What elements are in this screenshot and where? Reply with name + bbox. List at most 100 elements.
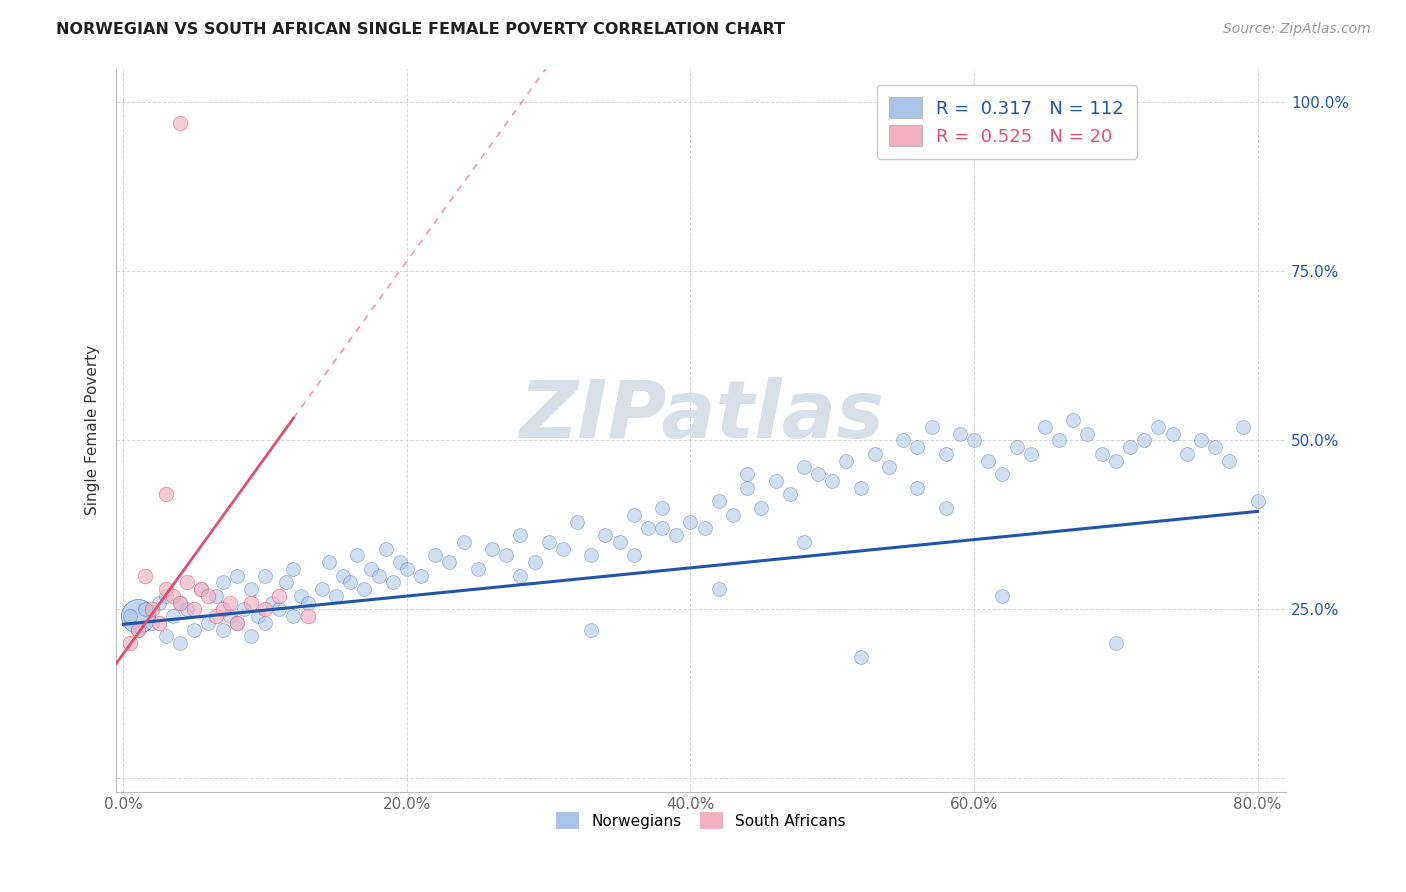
Point bbox=[155, 630, 177, 644]
Point bbox=[332, 568, 354, 582]
Point bbox=[1133, 434, 1156, 448]
Point bbox=[211, 623, 233, 637]
Point bbox=[693, 521, 716, 535]
Point bbox=[183, 602, 205, 616]
Point bbox=[346, 549, 368, 563]
Point bbox=[1204, 440, 1226, 454]
Text: Source: ZipAtlas.com: Source: ZipAtlas.com bbox=[1223, 22, 1371, 37]
Y-axis label: Single Female Poverty: Single Female Poverty bbox=[86, 345, 100, 516]
Point bbox=[1175, 447, 1198, 461]
Point bbox=[565, 515, 588, 529]
Point bbox=[339, 575, 361, 590]
Point bbox=[1189, 434, 1212, 448]
Point bbox=[367, 568, 389, 582]
Point bbox=[276, 575, 298, 590]
Point bbox=[162, 589, 184, 603]
Point bbox=[1019, 447, 1042, 461]
Point bbox=[239, 596, 262, 610]
Point bbox=[148, 596, 170, 610]
Point bbox=[141, 602, 163, 616]
Point bbox=[595, 528, 617, 542]
Point bbox=[148, 615, 170, 630]
Point bbox=[176, 575, 198, 590]
Point bbox=[360, 562, 382, 576]
Point bbox=[707, 582, 730, 596]
Point bbox=[204, 609, 226, 624]
Point bbox=[232, 602, 254, 616]
Point bbox=[581, 623, 603, 637]
Point bbox=[551, 541, 574, 556]
Point bbox=[1218, 453, 1240, 467]
Point bbox=[190, 582, 212, 596]
Point bbox=[977, 453, 1000, 467]
Point bbox=[127, 623, 149, 637]
Point bbox=[991, 589, 1014, 603]
Point bbox=[254, 615, 277, 630]
Point bbox=[381, 575, 404, 590]
Point bbox=[127, 623, 149, 637]
Point bbox=[211, 602, 233, 616]
Point bbox=[651, 521, 673, 535]
Point bbox=[453, 534, 475, 549]
Point bbox=[935, 500, 957, 515]
Point bbox=[495, 549, 517, 563]
Point bbox=[765, 474, 787, 488]
Point bbox=[509, 568, 531, 582]
Point bbox=[963, 434, 986, 448]
Point bbox=[1232, 420, 1254, 434]
Point bbox=[190, 582, 212, 596]
Point bbox=[509, 528, 531, 542]
Point bbox=[411, 568, 433, 582]
Point bbox=[679, 515, 702, 529]
Point bbox=[637, 521, 659, 535]
Point bbox=[211, 575, 233, 590]
Point bbox=[439, 555, 461, 569]
Point bbox=[849, 481, 872, 495]
Point bbox=[751, 500, 773, 515]
Point bbox=[807, 467, 830, 482]
Point bbox=[467, 562, 489, 576]
Point bbox=[297, 596, 319, 610]
Point bbox=[1076, 426, 1098, 441]
Text: ZIPatlas: ZIPatlas bbox=[519, 376, 883, 455]
Point bbox=[1033, 420, 1056, 434]
Point bbox=[218, 609, 240, 624]
Point bbox=[311, 582, 333, 596]
Legend: Norwegians, South Africans: Norwegians, South Africans bbox=[550, 806, 852, 835]
Point bbox=[141, 615, 163, 630]
Point bbox=[665, 528, 688, 542]
Point bbox=[425, 549, 447, 563]
Point bbox=[262, 596, 284, 610]
Point bbox=[935, 447, 957, 461]
Point bbox=[877, 460, 900, 475]
Point bbox=[318, 555, 340, 569]
Point bbox=[651, 500, 673, 515]
Point bbox=[1161, 426, 1184, 441]
Point bbox=[134, 602, 156, 616]
Point bbox=[197, 589, 219, 603]
Point bbox=[374, 541, 396, 556]
Point bbox=[849, 649, 872, 664]
Point bbox=[1147, 420, 1170, 434]
Point bbox=[225, 568, 247, 582]
Point bbox=[949, 426, 972, 441]
Point bbox=[735, 481, 758, 495]
Point bbox=[283, 609, 305, 624]
Point bbox=[1105, 636, 1128, 650]
Point bbox=[155, 582, 177, 596]
Point bbox=[169, 115, 191, 129]
Point bbox=[162, 609, 184, 624]
Point bbox=[183, 623, 205, 637]
Point bbox=[793, 460, 815, 475]
Point bbox=[254, 602, 277, 616]
Point bbox=[169, 596, 191, 610]
Point bbox=[169, 636, 191, 650]
Point bbox=[735, 467, 758, 482]
Point bbox=[481, 541, 503, 556]
Point bbox=[247, 609, 270, 624]
Point bbox=[204, 589, 226, 603]
Text: NORWEGIAN VS SOUTH AFRICAN SINGLE FEMALE POVERTY CORRELATION CHART: NORWEGIAN VS SOUTH AFRICAN SINGLE FEMALE… bbox=[56, 22, 785, 37]
Point bbox=[779, 487, 801, 501]
Point bbox=[835, 453, 858, 467]
Point bbox=[1246, 494, 1268, 508]
